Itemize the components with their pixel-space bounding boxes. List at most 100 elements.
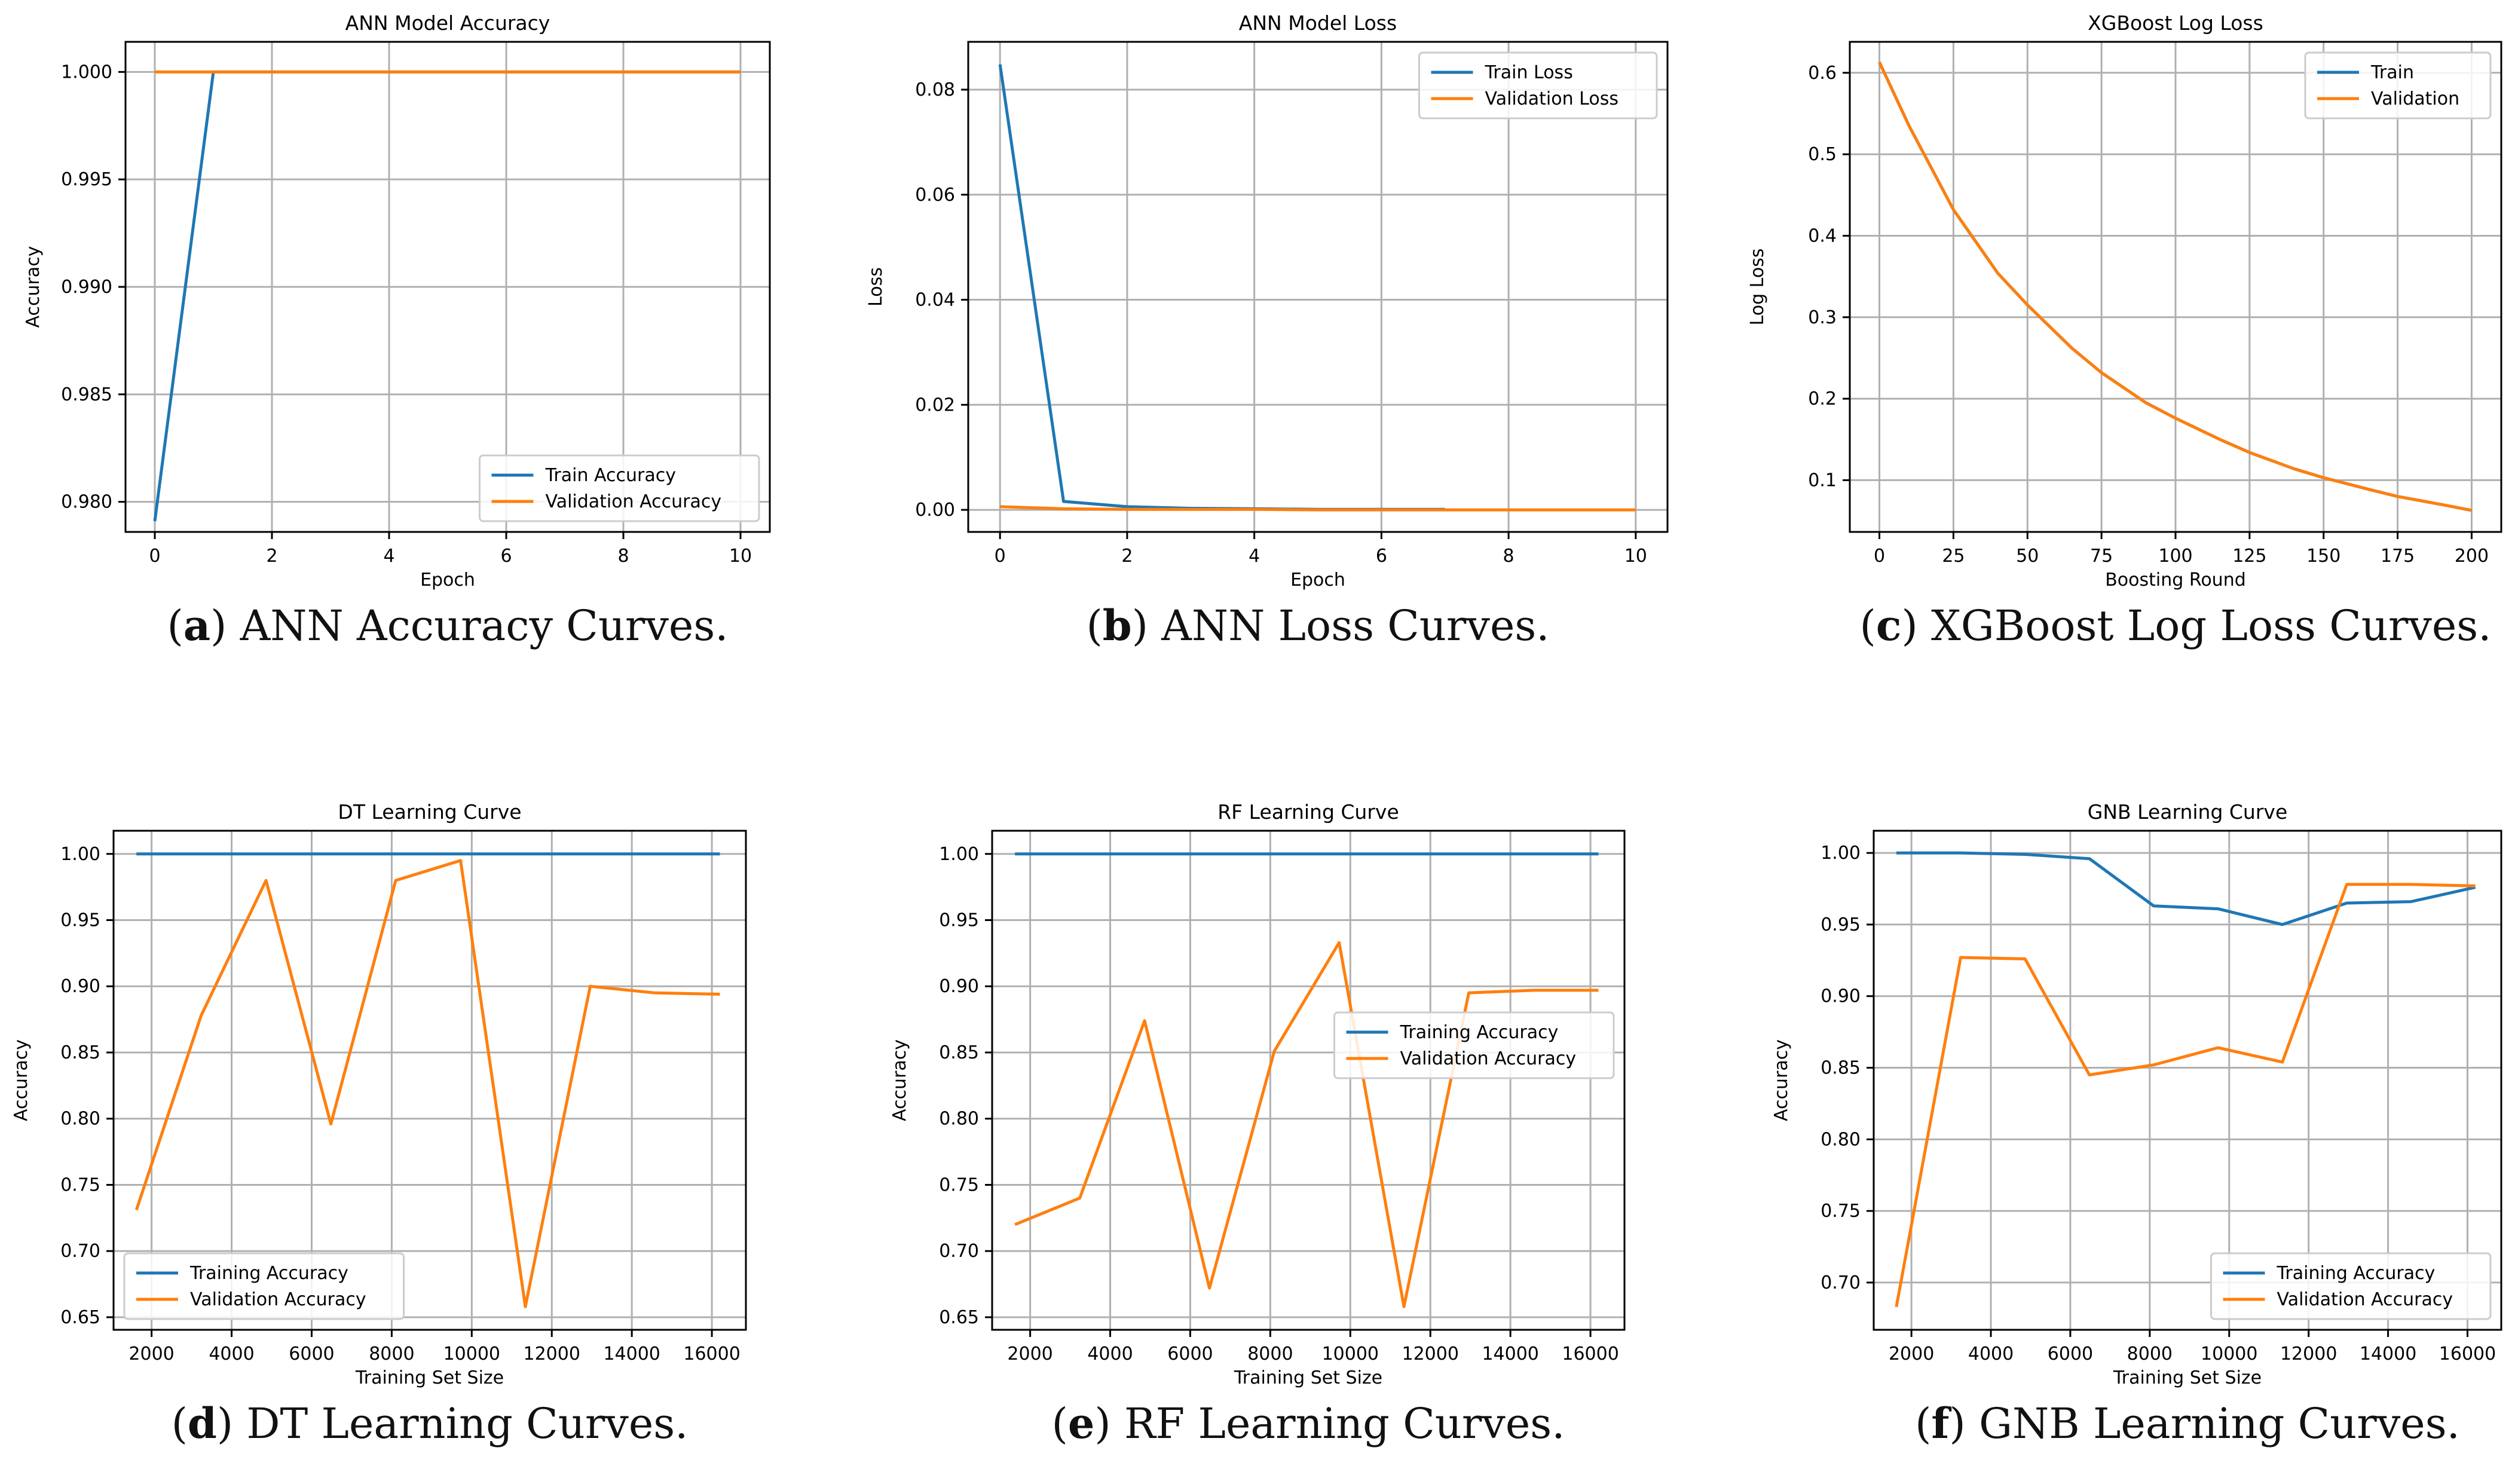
x-axis-label: Boosting Round — [2105, 570, 2246, 590]
x-tick-label: 10000 — [1322, 1344, 1379, 1364]
y-tick-label: 0.80 — [60, 1109, 100, 1130]
chart-title: ANN Model Accuracy — [345, 11, 550, 35]
y-tick-label: 0.80 — [1821, 1129, 1861, 1150]
caption-paren-open: ( — [171, 1399, 188, 1448]
caption-paren-close: ) — [1131, 601, 1149, 650]
x-tick-label: 4000 — [1968, 1344, 2014, 1364]
caption-dt-curve: (d) DT Learning Curves. — [11, 1399, 848, 1448]
caption-text: XGBoost Log Loss Curves. — [1917, 601, 2492, 650]
x-tick-label: 2000 — [1007, 1344, 1052, 1364]
x-tick-label: 8000 — [1247, 1344, 1293, 1364]
y-tick-label: 0.04 — [915, 290, 955, 311]
y-tick-label: 0.70 — [939, 1241, 979, 1262]
caption-paren-open: ( — [1859, 601, 1876, 650]
caption-xgb-logloss: (c) XGBoost Log Loss Curves. — [1757, 601, 2515, 650]
legend-label: Training Accuracy — [2277, 1263, 2436, 1284]
chart-panel-ann-acc: 0 2 4 6 8 10 0.980 0.985 0.990 0.995 1.000 ANN Mode… — [0, 0, 794, 640]
x-tick-label: 14000 — [1482, 1344, 1538, 1364]
legend-label: Train Accuracy — [545, 465, 676, 486]
x-tick-label: 50 — [2016, 546, 2039, 567]
plot-frame — [1873, 830, 2502, 1331]
x-tick-label: 0 — [149, 546, 160, 567]
x-axis-label: Training Set Size — [1234, 1367, 1382, 1388]
caption-paren-open: ( — [1915, 1399, 1932, 1448]
legend-label: Validation Accuracy — [2277, 1289, 2453, 1310]
y-tick-label: 0.65 — [939, 1307, 979, 1328]
legend-label: Validation Accuracy — [1400, 1048, 1577, 1069]
y-tick-label: 0.65 — [60, 1307, 100, 1328]
y-tick-label: 1.00 — [1821, 843, 1861, 864]
legend: Training Accuracy Validation Accuracy — [1333, 1011, 1615, 1079]
y-tick-label: 1.000 — [61, 62, 112, 82]
plot-frame — [112, 830, 747, 1331]
series-line-train-accuracy — [153, 70, 741, 522]
chart-title: ANN Model Loss — [1239, 11, 1397, 35]
caption-rf-curve: (e) RF Learning Curves. — [890, 1399, 1727, 1448]
caption-text: DT Learning Curves. — [233, 1399, 689, 1448]
x-tick-label: 10 — [1624, 546, 1647, 567]
caption-text: ANN Loss Curves. — [1148, 601, 1550, 650]
caption-paren-close: ) — [1901, 601, 1918, 650]
y-tick-label: 0.75 — [939, 1174, 979, 1195]
y-tick-label: 0.980 — [61, 492, 112, 513]
caption-paren-open: ( — [1086, 601, 1103, 650]
legend: Training Accuracy Validation Accuracy — [2210, 1252, 2492, 1320]
plot-frame — [967, 41, 1669, 533]
chart-panel-dt-curve: 2000 4000 6000 8000 10000 12000 14000 16000 0.65… — [0, 783, 770, 1437]
x-axis-label: Training Set Size — [355, 1367, 504, 1388]
y-tick-label: 0.995 — [61, 169, 112, 190]
caption-letter: b — [1102, 601, 1132, 650]
y-tick-label: 0.00 — [915, 500, 955, 521]
legend-label: Validation Accuracy — [190, 1289, 366, 1310]
x-tick-label: 4 — [383, 546, 394, 567]
caption-letter: d — [187, 1399, 217, 1448]
series-line-training-accuracy — [1896, 851, 2476, 926]
chart-svg-rf-curve: 2000 4000 6000 8000 10000 12000 14000 16000 0.65… — [889, 800, 1626, 1388]
x-tick-label: 25 — [1942, 546, 1965, 567]
y-tick-label: 0.85 — [939, 1042, 979, 1063]
y-tick-label: 0.95 — [1821, 914, 1861, 935]
legend-label: Validation Accuracy — [546, 491, 722, 512]
y-tick-label: 0.990 — [61, 277, 112, 298]
x-tick-label: 4000 — [209, 1344, 254, 1364]
legend: Train Accuracy Validation Accuracy — [479, 454, 760, 522]
y-tick-label: 0.70 — [60, 1241, 100, 1262]
caption-gnb-curve: (f) GNB Learning Curves. — [1769, 1399, 2515, 1448]
y-tick-label: 0.75 — [60, 1174, 100, 1195]
chart-panel-xgb-logloss: 0 25 50 75 100 125 150 175 200 0.1 0.2 0.3 0.4 0.5 0.6… — [1694, 0, 2515, 640]
x-tick-label: 100 — [2158, 546, 2192, 567]
chart-panel-ann-loss: 0 2 4 6 8 10 0.00 0.02 0.04 0.06 0.08 ANN Model Los… — [813, 0, 1691, 640]
y-tick-label: 0.6 — [1808, 63, 1837, 84]
chart-title: RF Learning Curve — [1217, 800, 1399, 824]
x-tick-label: 8000 — [2127, 1344, 2173, 1364]
x-tick-label: 10000 — [2201, 1344, 2257, 1364]
y-tick-label: 0.08 — [915, 79, 955, 100]
caption-letter: f — [1931, 1399, 1950, 1448]
legend-box — [2304, 51, 2492, 120]
legend: Training Accuracy Validation Accuracy — [123, 1252, 405, 1320]
caption-ann-acc: (a) ANN Accuracy Curves. — [29, 601, 866, 650]
series-line-validation — [1878, 62, 2472, 512]
series-line-validation-loss — [1000, 505, 1636, 512]
legend: Train Loss Validation Loss — [1418, 51, 1658, 120]
x-tick-label: 8 — [617, 546, 629, 567]
y-tick-label: 0.5 — [1808, 144, 1837, 165]
x-tick-label: 2000 — [128, 1344, 174, 1364]
y-axis-label: Loss — [865, 267, 886, 307]
legend-label: Training Accuracy — [1400, 1022, 1559, 1043]
y-tick-label: 0.95 — [60, 910, 100, 931]
caption-text: GNB Learning Curves. — [1965, 1399, 2460, 1448]
chart-svg-xgb-logloss: 0 25 50 75 100 125 150 175 200 0.1 0.2 0.3 0.4 0.5 0.6… — [1747, 11, 2502, 590]
x-tick-label: 6 — [500, 546, 512, 567]
y-tick-label: 0.985 — [61, 384, 112, 405]
x-tick-label: 2 — [266, 546, 277, 567]
x-tick-label: 125 — [2232, 546, 2266, 567]
chart-title: DT Learning Curve — [338, 800, 521, 824]
x-tick-label: 16000 — [1562, 1344, 1618, 1364]
caption-paren-open: ( — [1051, 1399, 1068, 1448]
caption-letter: e — [1067, 1399, 1095, 1448]
chart-panel-gnb-curve: 2000 4000 6000 8000 10000 12000 14000 16000 0.70… — [1718, 783, 2515, 1437]
y-tick-label: 0.80 — [939, 1109, 979, 1130]
y-tick-label: 0.02 — [915, 394, 955, 415]
x-tick-label: 6000 — [1167, 1344, 1213, 1364]
